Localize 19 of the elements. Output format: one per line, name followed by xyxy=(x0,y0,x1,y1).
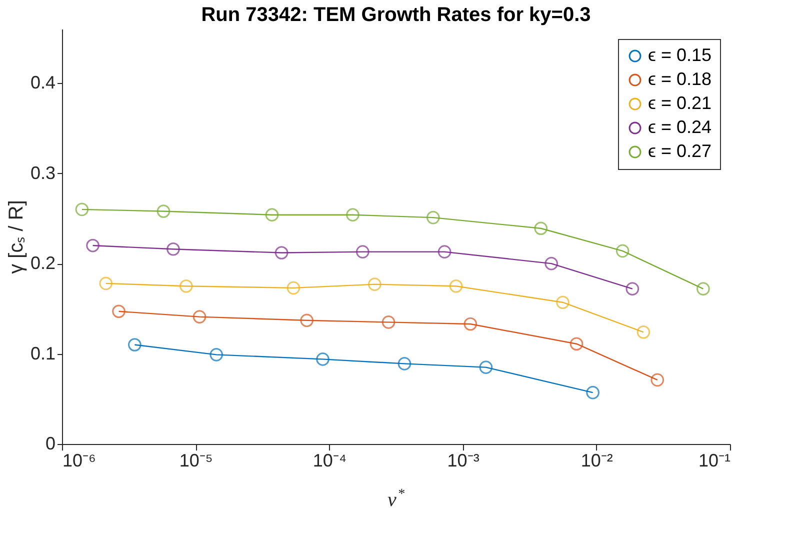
x-axis-title: ν* xyxy=(388,487,404,511)
x-tick-label: 10⁻⁴ xyxy=(312,450,347,470)
y-axis-title: γ [cₛ / R] xyxy=(5,200,28,274)
x-tick-label: 10⁻⁶ xyxy=(62,450,96,470)
legend-label: ϵ = 0.15 xyxy=(648,45,712,65)
legend-label: ϵ = 0.24 xyxy=(648,117,712,137)
y-tick-label: 0.1 xyxy=(30,343,56,364)
y-tick-label: 0 xyxy=(45,434,56,454)
y-tick-label: 0.2 xyxy=(30,253,56,274)
x-tick-label: 10⁻³ xyxy=(447,450,480,470)
y-tick-label: 0.3 xyxy=(30,162,56,183)
x-tick-label: 10⁻⁵ xyxy=(179,450,213,470)
x-tick-label: 10⁻² xyxy=(580,450,613,470)
chart-title: Run 73342: TEM Growth Rates for ky=0.3 xyxy=(201,4,591,26)
legend-label: ϵ = 0.21 xyxy=(648,93,712,113)
legend-label: ϵ = 0.18 xyxy=(648,69,712,89)
legend-label: ϵ = 0.27 xyxy=(648,141,712,161)
x-tick-label: 10⁻¹ xyxy=(698,450,731,470)
y-tick-label: 0.4 xyxy=(30,72,56,93)
